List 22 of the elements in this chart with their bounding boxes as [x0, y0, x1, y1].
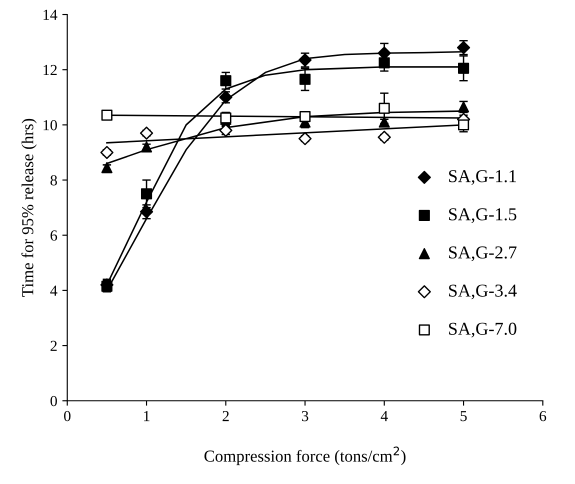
x-tick-label: 2	[222, 410, 229, 422]
y-tick-label: 10	[44, 120, 57, 130]
y-tick-label: 12	[44, 64, 57, 75]
x-tick-label: 3	[302, 410, 308, 422]
x-tick-label: 1	[144, 410, 150, 422]
x-tick-label: 0	[64, 410, 71, 422]
y-tick-label: 4	[50, 286, 58, 296]
x-tick-label: 4	[380, 411, 388, 422]
y-tick-label: 2	[50, 340, 57, 351]
y-tick-label: 6	[50, 230, 58, 241]
legend-label: SA,G-1.1	[449, 170, 516, 185]
x-axis-title: Compression force (tons/cm$^{2}$)	[204, 446, 406, 466]
y-tick-label: 14	[44, 10, 58, 20]
y-tick-label: 8	[50, 175, 57, 186]
x-tick-label: 5	[460, 411, 467, 422]
legend-label: SA,G-3.4	[449, 284, 517, 300]
x-tick-label: 6	[540, 410, 546, 422]
y-axis-title: Time for 95% release (hrs)	[21, 118, 37, 297]
y-tick-label: 0	[50, 396, 57, 406]
legend-label: SA,G-1.5	[449, 208, 516, 224]
legend-label: SA,G-2.7	[449, 246, 517, 262]
legend-label: SA,G-7.0	[449, 322, 516, 338]
